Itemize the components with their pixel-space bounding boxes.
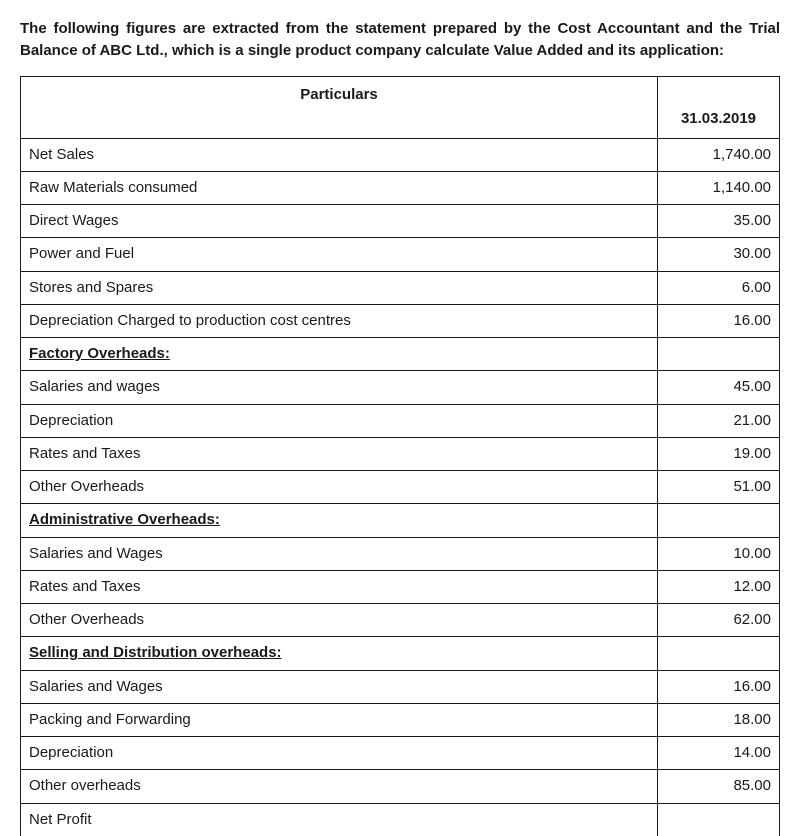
row-value: 62.00 bbox=[658, 604, 780, 637]
section-heading: Administrative Overheads: bbox=[21, 504, 658, 537]
table-row: Packing and Forwarding18.00 bbox=[21, 703, 780, 736]
row-label: Rates and Taxes bbox=[21, 437, 658, 470]
table-row: Administrative Overheads: bbox=[21, 504, 780, 537]
row-value: 30.00 bbox=[658, 238, 780, 271]
row-value bbox=[658, 803, 780, 836]
row-label: Packing and Forwarding bbox=[21, 703, 658, 736]
row-label: Depreciation Charged to production cost … bbox=[21, 304, 658, 337]
row-label: Power and Fuel bbox=[21, 238, 658, 271]
row-label: Other overheads bbox=[21, 770, 658, 803]
row-value: 21.00 bbox=[658, 404, 780, 437]
row-label: Rates and Taxes bbox=[21, 570, 658, 603]
row-label: Salaries and Wages bbox=[21, 537, 658, 570]
table-row: Other overheads85.00 bbox=[21, 770, 780, 803]
row-value: 14.00 bbox=[658, 737, 780, 770]
table-row: Depreciation14.00 bbox=[21, 737, 780, 770]
table-row: Rates and Taxes19.00 bbox=[21, 437, 780, 470]
section-heading: Selling and Distribution overheads: bbox=[21, 637, 658, 670]
row-value: 16.00 bbox=[658, 670, 780, 703]
row-value: 1,740.00 bbox=[658, 138, 780, 171]
row-value bbox=[658, 504, 780, 537]
row-label: Stores and Spares bbox=[21, 271, 658, 304]
table-row: Salaries and Wages10.00 bbox=[21, 537, 780, 570]
row-label: Salaries and Wages bbox=[21, 670, 658, 703]
table-row: Other Overheads62.00 bbox=[21, 604, 780, 637]
table-row: Stores and Spares6.00 bbox=[21, 271, 780, 304]
row-label: Raw Materials consumed bbox=[21, 171, 658, 204]
row-value: 85.00 bbox=[658, 770, 780, 803]
row-value: 19.00 bbox=[658, 437, 780, 470]
header-particulars: Particulars bbox=[21, 76, 658, 138]
table-row: Rates and Taxes12.00 bbox=[21, 570, 780, 603]
table-row: Salaries and Wages16.00 bbox=[21, 670, 780, 703]
row-value: 16.00 bbox=[658, 304, 780, 337]
problem-statement: The following figures are extracted from… bbox=[20, 18, 780, 62]
row-label: Direct Wages bbox=[21, 205, 658, 238]
row-label: Other Overheads bbox=[21, 604, 658, 637]
row-value: 6.00 bbox=[658, 271, 780, 304]
row-label: Depreciation bbox=[21, 404, 658, 437]
table-row: Power and Fuel30.00 bbox=[21, 238, 780, 271]
row-value bbox=[658, 338, 780, 371]
table-row: Selling and Distribution overheads: bbox=[21, 637, 780, 670]
row-value: 1,140.00 bbox=[658, 171, 780, 204]
table-row: Factory Overheads: bbox=[21, 338, 780, 371]
row-value: 18.00 bbox=[658, 703, 780, 736]
row-value: 51.00 bbox=[658, 471, 780, 504]
row-label: Depreciation bbox=[21, 737, 658, 770]
row-value: 10.00 bbox=[658, 537, 780, 570]
table-row: Net Profit bbox=[21, 803, 780, 836]
row-value: 35.00 bbox=[658, 205, 780, 238]
table-row: Salaries and wages45.00 bbox=[21, 371, 780, 404]
row-value bbox=[658, 637, 780, 670]
table-row: Direct Wages35.00 bbox=[21, 205, 780, 238]
section-heading: Factory Overheads: bbox=[21, 338, 658, 371]
value-added-table: Particulars 31.03.2019 Net Sales1,740.00… bbox=[20, 76, 780, 836]
table-row: Depreciation21.00 bbox=[21, 404, 780, 437]
header-date: 31.03.2019 bbox=[658, 76, 780, 138]
row-label: Net Sales bbox=[21, 138, 658, 171]
row-label: Salaries and wages bbox=[21, 371, 658, 404]
table-row: Depreciation Charged to production cost … bbox=[21, 304, 780, 337]
table-row: Net Sales1,740.00 bbox=[21, 138, 780, 171]
row-value: 12.00 bbox=[658, 570, 780, 603]
row-value: 45.00 bbox=[658, 371, 780, 404]
table-row: Raw Materials consumed1,140.00 bbox=[21, 171, 780, 204]
table-row: Other Overheads51.00 bbox=[21, 471, 780, 504]
row-label: Net Profit bbox=[21, 803, 658, 836]
table-header-row: Particulars 31.03.2019 bbox=[21, 76, 780, 138]
row-label: Other Overheads bbox=[21, 471, 658, 504]
